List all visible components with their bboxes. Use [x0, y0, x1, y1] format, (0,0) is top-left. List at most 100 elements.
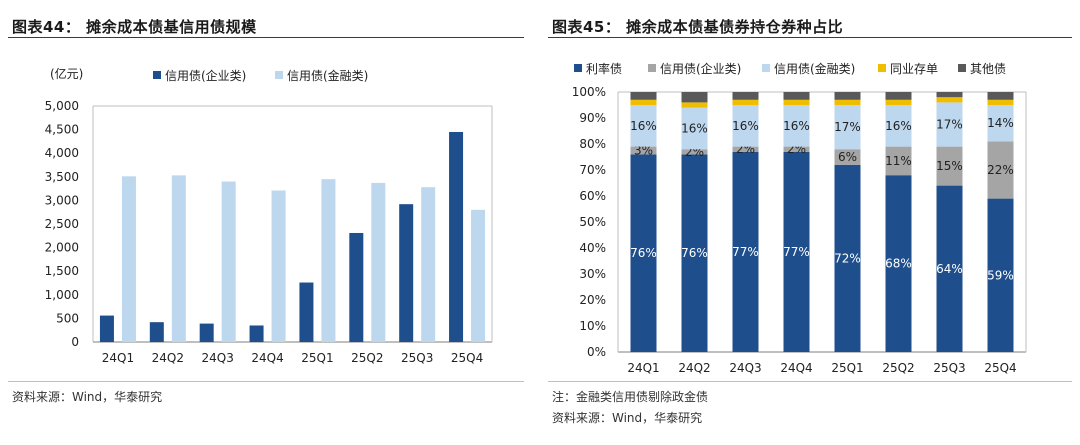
left-bar-chart: 0 500 1,000 1,500 2,000 2,500 3,000 3,500 4,000 4… [45, 66, 493, 365]
segment-other-bond [885, 92, 912, 100]
legend-swatch [958, 64, 966, 72]
x-tick-label: 25Q2 [351, 351, 383, 365]
bar-financial [271, 190, 286, 342]
segment-credit-financial [732, 105, 759, 147]
right-footer-rule [548, 381, 1072, 382]
data-label: 76% [630, 246, 657, 260]
y-tick-label: 90% [579, 111, 606, 125]
segment-ncd [681, 102, 708, 108]
segment-rate-bond [732, 151, 759, 352]
y-tick-label: 100% [572, 85, 606, 99]
segment-credit-financial [936, 102, 963, 147]
data-label: 16% [630, 119, 657, 133]
bar-enterprise [349, 232, 364, 342]
legend-label: 信用债(企业类) [660, 61, 741, 76]
data-label: 6% [838, 150, 857, 164]
y-tick-label: 500 [56, 311, 79, 325]
segment-ncd [732, 99, 759, 105]
right-source: 资料来源：Wind，华泰研究 [552, 411, 703, 425]
segment-rate-bond [630, 154, 657, 352]
legend-label: 信用债(金融类) [774, 61, 855, 76]
segment-credit-financial [834, 105, 861, 150]
segment-ncd [936, 97, 963, 103]
data-label: 76% [681, 246, 708, 260]
y-tick-label: 3,500 [45, 170, 79, 184]
data-label: 22% [987, 163, 1014, 177]
legend-label: 其他债 [970, 62, 1006, 76]
segment-rate-bond [834, 164, 861, 352]
segment-other-bond [987, 92, 1014, 100]
x-tick-label: 25Q4 [984, 361, 1016, 375]
segment-ncd [783, 99, 810, 105]
data-label: 14% [987, 116, 1014, 130]
y-tick-label: 80% [579, 137, 606, 151]
bar-enterprise [249, 325, 264, 342]
bar-financial [121, 176, 136, 342]
legend-label: 同业存单 [890, 62, 938, 76]
data-label: 11% [885, 154, 912, 168]
segment-other-bond [732, 92, 759, 100]
y-tick-label: 0% [587, 345, 606, 359]
left-chart-panel: 图表44： 摊余成本债基信用债规模 0 500 1,000 1,500 2,000 2,5… [0, 0, 532, 445]
x-tick-label: 24Q3 [202, 351, 234, 365]
segment-credit-enterprise [783, 146, 810, 152]
data-label: 77% [732, 245, 759, 259]
segment-credit-financial [987, 105, 1014, 142]
segment-credit-financial [681, 107, 708, 150]
y-tick-label: 40% [579, 241, 606, 255]
bar-enterprise [149, 322, 164, 342]
bar-financial [471, 209, 486, 342]
data-label: 16% [783, 119, 810, 133]
segment-rate-bond [681, 154, 708, 352]
y-tick-label: 1,500 [45, 264, 79, 278]
data-label: 16% [732, 119, 759, 133]
legend-label: 信用债(金融类) [287, 68, 368, 83]
data-label: 17% [834, 120, 861, 134]
y-tick-label: 3,000 [45, 193, 79, 207]
segment-credit-enterprise [681, 149, 708, 155]
bar-enterprise [449, 131, 464, 342]
right-stacked-bar-chart: 0% 10% 20% 30% 40% 50% 60% 70% 80% 90% 100% 76% 3% 16… [572, 61, 1027, 375]
x-tick-label: 25Q4 [451, 351, 483, 365]
legend-swatch [878, 64, 886, 72]
data-label: 16% [681, 121, 708, 135]
segment-other-bond [936, 92, 963, 98]
right-title-rule [548, 37, 1072, 38]
y-tick-label: 2,500 [45, 217, 79, 231]
segment-rate-bond [885, 175, 912, 352]
y-tick-label: 50% [579, 215, 606, 229]
bar-financial [171, 175, 186, 342]
right-chart-title: 图表45： 摊余成本债基债券持仓券种占比 [552, 18, 844, 36]
legend-swatch [762, 64, 770, 72]
legend-swatch [153, 71, 161, 79]
x-tick-label: 24Q1 [627, 361, 659, 375]
data-label: 72% [834, 251, 861, 265]
x-tick-label: 25Q1 [831, 361, 863, 375]
data-label: 15% [936, 159, 963, 173]
x-tick-label: 24Q2 [678, 361, 710, 375]
y-tick-label: 0 [71, 335, 79, 349]
segment-credit-enterprise [987, 141, 1014, 199]
bar-enterprise [199, 323, 214, 342]
segment-credit-enterprise [630, 146, 657, 155]
legend-label: 利率债 [586, 61, 622, 76]
segment-rate-bond [783, 151, 810, 352]
segment-other-bond [681, 92, 708, 103]
x-tick-label: 24Q1 [102, 351, 134, 365]
segment-credit-financial [630, 105, 657, 147]
segment-credit-enterprise [834, 149, 861, 165]
segment-other-bond [783, 92, 810, 100]
segment-ncd [834, 99, 861, 105]
x-tick-label: 24Q2 [152, 351, 184, 365]
bar-financial [221, 181, 236, 342]
x-tick-label: 24Q4 [251, 351, 283, 365]
left-source: 资料来源：Wind，华泰研究 [12, 390, 163, 404]
segment-credit-enterprise [732, 146, 759, 152]
bar-financial [371, 182, 386, 342]
segment-other-bond [630, 92, 657, 100]
x-tick-label: 25Q3 [401, 351, 433, 365]
data-label: 16% [885, 119, 912, 133]
y-tick-label: 4,500 [45, 123, 79, 137]
y-tick-label: 30% [579, 267, 606, 281]
y-tick-label: 20% [579, 293, 606, 307]
